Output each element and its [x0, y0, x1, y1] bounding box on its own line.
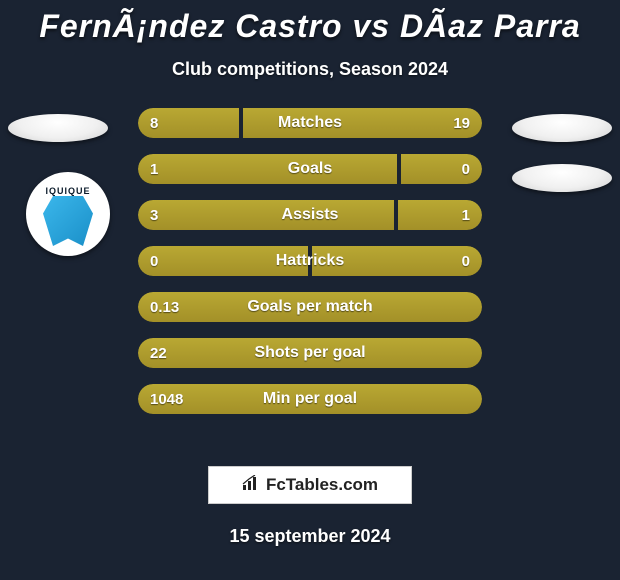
stat-seg-left	[138, 292, 482, 322]
stat-bars: 819Matches 10Goals 31Assists 00Hattricks 0.1…	[138, 108, 482, 414]
stat-row: 1048Min per goal	[138, 384, 482, 414]
stat-row: 00Hattricks	[138, 246, 482, 276]
chart-icon	[242, 475, 260, 496]
stat-track	[138, 108, 482, 138]
stat-track	[138, 338, 482, 368]
stat-row: 10Goals	[138, 154, 482, 184]
stat-seg-right	[243, 108, 482, 138]
source-logo-text: FcTables.com	[266, 475, 378, 495]
stat-seg-left	[138, 246, 308, 276]
stat-row: 819Matches	[138, 108, 482, 138]
club-badge-shield	[43, 196, 93, 246]
stat-seg-left	[138, 384, 482, 414]
stat-track	[138, 200, 482, 230]
player-oval-left	[8, 114, 108, 142]
source-logo[interactable]: FcTables.com	[208, 466, 412, 504]
stat-track	[138, 246, 482, 276]
comparison-stage: IQUIQUE 819Matches 10Goals 31Assists 00Hatt…	[0, 100, 620, 440]
subtitle: Club competitions, Season 2024	[0, 59, 620, 80]
stat-row: 0.13Goals per match	[138, 292, 482, 322]
club-badge: IQUIQUE	[26, 172, 110, 256]
stat-row: 22Shots per goal	[138, 338, 482, 368]
stat-seg-left	[138, 108, 239, 138]
stat-seg-right	[398, 200, 482, 230]
stat-track	[138, 292, 482, 322]
stat-seg-right	[312, 246, 482, 276]
player-oval-right-1	[512, 114, 612, 142]
stat-seg-left	[138, 154, 397, 184]
stat-row: 31Assists	[138, 200, 482, 230]
page-title: FernÃ¡ndez Castro vs DÃ­az Parra	[0, 0, 620, 45]
club-badge-label: IQUIQUE	[45, 186, 90, 196]
stat-track	[138, 154, 482, 184]
stat-seg-left	[138, 200, 394, 230]
stat-seg-left	[138, 338, 482, 368]
stat-seg-right	[401, 154, 482, 184]
stat-track	[138, 384, 482, 414]
date-label: 15 september 2024	[0, 526, 620, 547]
player-oval-right-2	[512, 164, 612, 192]
